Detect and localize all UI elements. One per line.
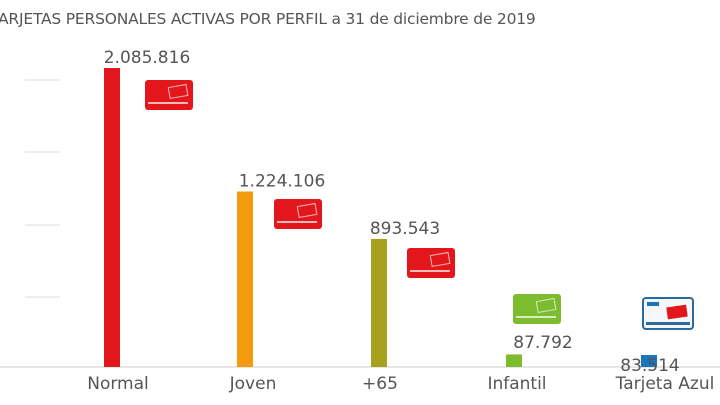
green-card-icon: [513, 294, 561, 324]
value-label: 87.792: [513, 333, 572, 353]
category-label: +65: [362, 374, 398, 394]
value-label: 893.543: [370, 219, 440, 239]
red-card-icon: [145, 80, 193, 110]
chart-title: ARJETAS PERSONALES ACTIVAS POR PERFIL a …: [0, 10, 536, 28]
category-label: Tarjeta Azul: [615, 374, 715, 394]
bar-4: [641, 355, 657, 367]
blue-card-icon: [642, 297, 694, 330]
bar-3: [506, 354, 522, 367]
category-label: Infantil: [487, 374, 546, 394]
value-label: 2.085.816: [104, 48, 191, 68]
red-card-icon: [407, 248, 455, 278]
bar-2: [371, 238, 387, 367]
bar-1: [237, 191, 253, 367]
category-label: Normal: [87, 374, 149, 394]
value-label: 83.514: [620, 356, 679, 376]
value-label: 1.224.106: [239, 172, 326, 192]
category-label: Joven: [229, 374, 277, 394]
red-card-icon: [274, 199, 322, 229]
bar-0: [104, 68, 120, 367]
